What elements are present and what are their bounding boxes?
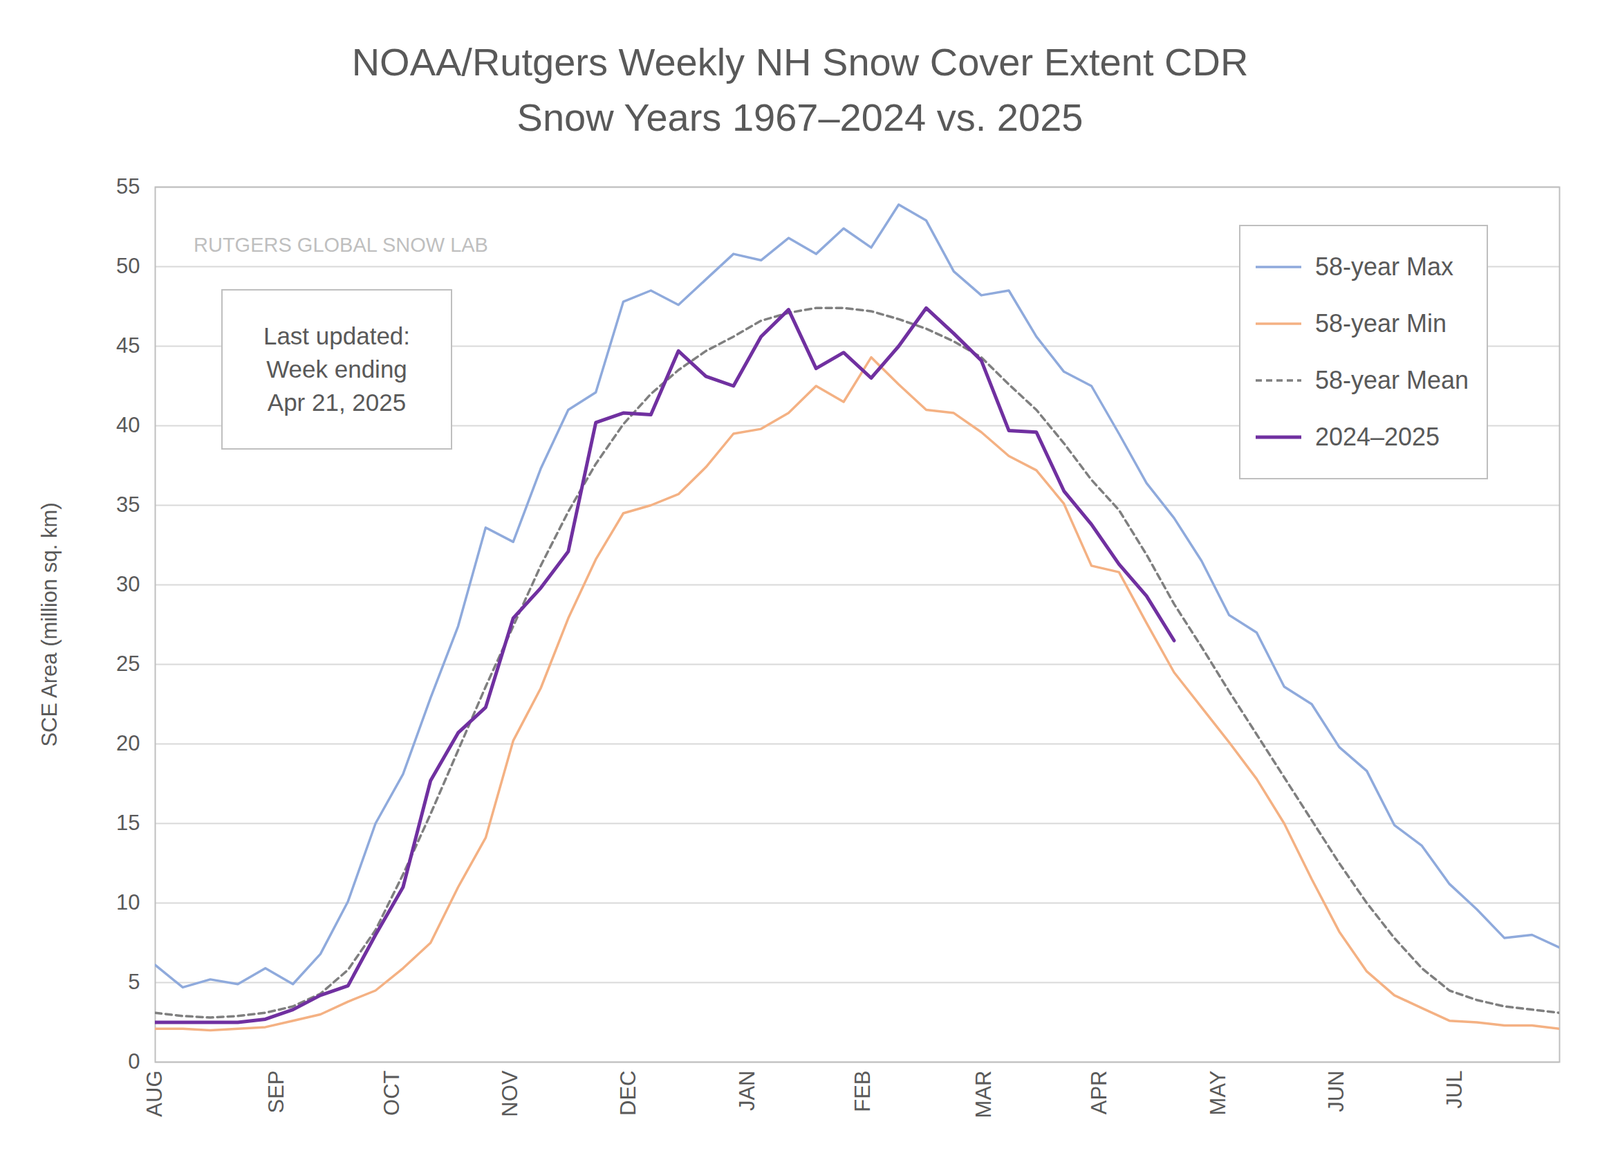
svg-text:JAN: JAN	[735, 1070, 760, 1112]
svg-text:AUG: AUG	[142, 1070, 167, 1117]
html-text:58-year Mean: 58-year Mean	[1315, 365, 1469, 395]
svg-text:JUL: JUL	[1442, 1070, 1467, 1109]
svg-text:25: 25	[116, 651, 140, 676]
html-text:Last updated:: Last updated:	[263, 322, 411, 350]
html-text:58-year Max: 58-year Max	[1315, 252, 1454, 281]
html-text:Week ending: Week ending	[266, 355, 408, 383]
svg-text:5: 5	[127, 969, 140, 994]
svg-text:30: 30	[116, 571, 140, 597]
html-text:Snow Years 1967–2024 vs. 2025: Snow Years 1967–2024 vs. 2025	[516, 95, 1084, 139]
svg-text:50: 50	[116, 253, 140, 278]
html-text:58-year Min: 58-year Min	[1315, 309, 1447, 338]
html-text:NOAA/Rutgers Weekly NH Snow Co: NOAA/Rutgers Weekly NH Snow Cover Extent…	[351, 40, 1249, 84]
svg-text:20: 20	[116, 730, 140, 756]
svg-text:OCT: OCT	[379, 1069, 404, 1116]
svg-text:MAR: MAR	[971, 1070, 996, 1119]
svg-text:SCE Area (million sq. km): SCE Area (million sq. km)	[37, 501, 62, 747]
html-text:RUTGERS GLOBAL SNOW LAB: RUTGERS GLOBAL SNOW LAB	[193, 233, 489, 256]
svg-text:45: 45	[116, 333, 140, 358]
svg-text:15: 15	[116, 810, 140, 835]
svg-text:FEB: FEB	[850, 1070, 875, 1112]
html-text:2024–2025: 2024–2025	[1315, 422, 1440, 451]
svg-text:40: 40	[116, 412, 140, 437]
svg-text:55: 55	[116, 174, 140, 199]
svg-text:MAY: MAY	[1205, 1070, 1231, 1116]
svg-text:SEP: SEP	[264, 1070, 289, 1114]
svg-text:JUN: JUN	[1324, 1070, 1349, 1112]
html-text:Apr 21, 2025: Apr 21, 2025	[267, 388, 407, 416]
svg-text:NOV: NOV	[497, 1069, 523, 1117]
svg-text:10: 10	[116, 889, 140, 915]
svg-text:DEC: DEC	[616, 1070, 641, 1116]
svg-text:35: 35	[116, 492, 140, 517]
svg-text:APR: APR	[1086, 1070, 1112, 1115]
svg-text:0: 0	[127, 1048, 140, 1074]
